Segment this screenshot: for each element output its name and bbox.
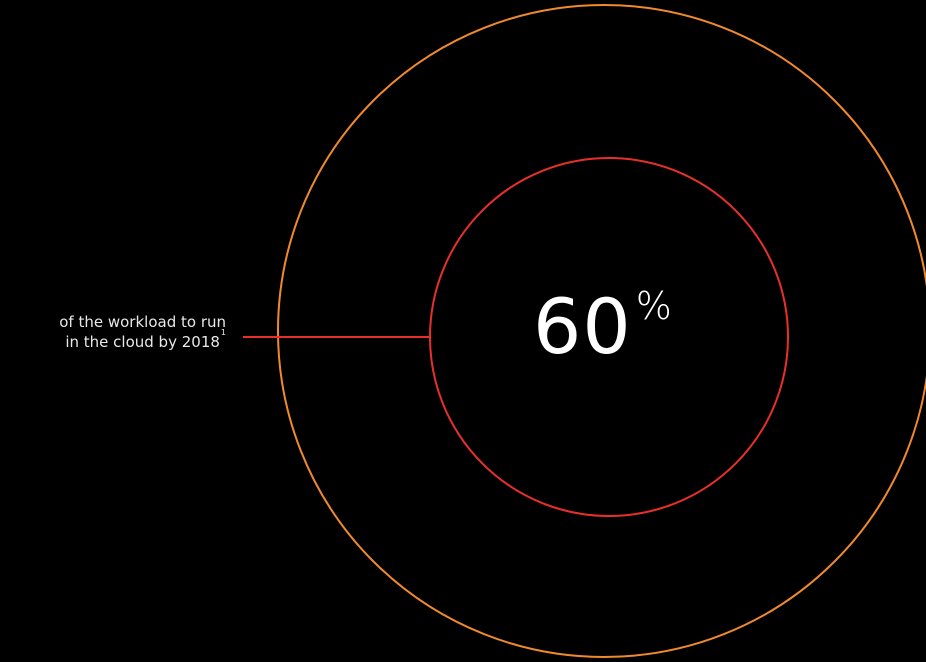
caption-line-2: in the cloud by 20181 [0, 329, 226, 352]
footnote-ref: 1 [220, 328, 226, 337]
caption-line-2-text: in the cloud by 2018 [65, 333, 220, 351]
stat-caption: of the workload to run in the cloud by 2… [0, 312, 226, 352]
stat-value: 60% [533, 272, 672, 392]
outer-ring [277, 4, 926, 658]
caption-line-1: of the workload to run [59, 313, 226, 331]
stat-number: 60 [533, 282, 632, 371]
stat-unit: % [635, 284, 672, 328]
